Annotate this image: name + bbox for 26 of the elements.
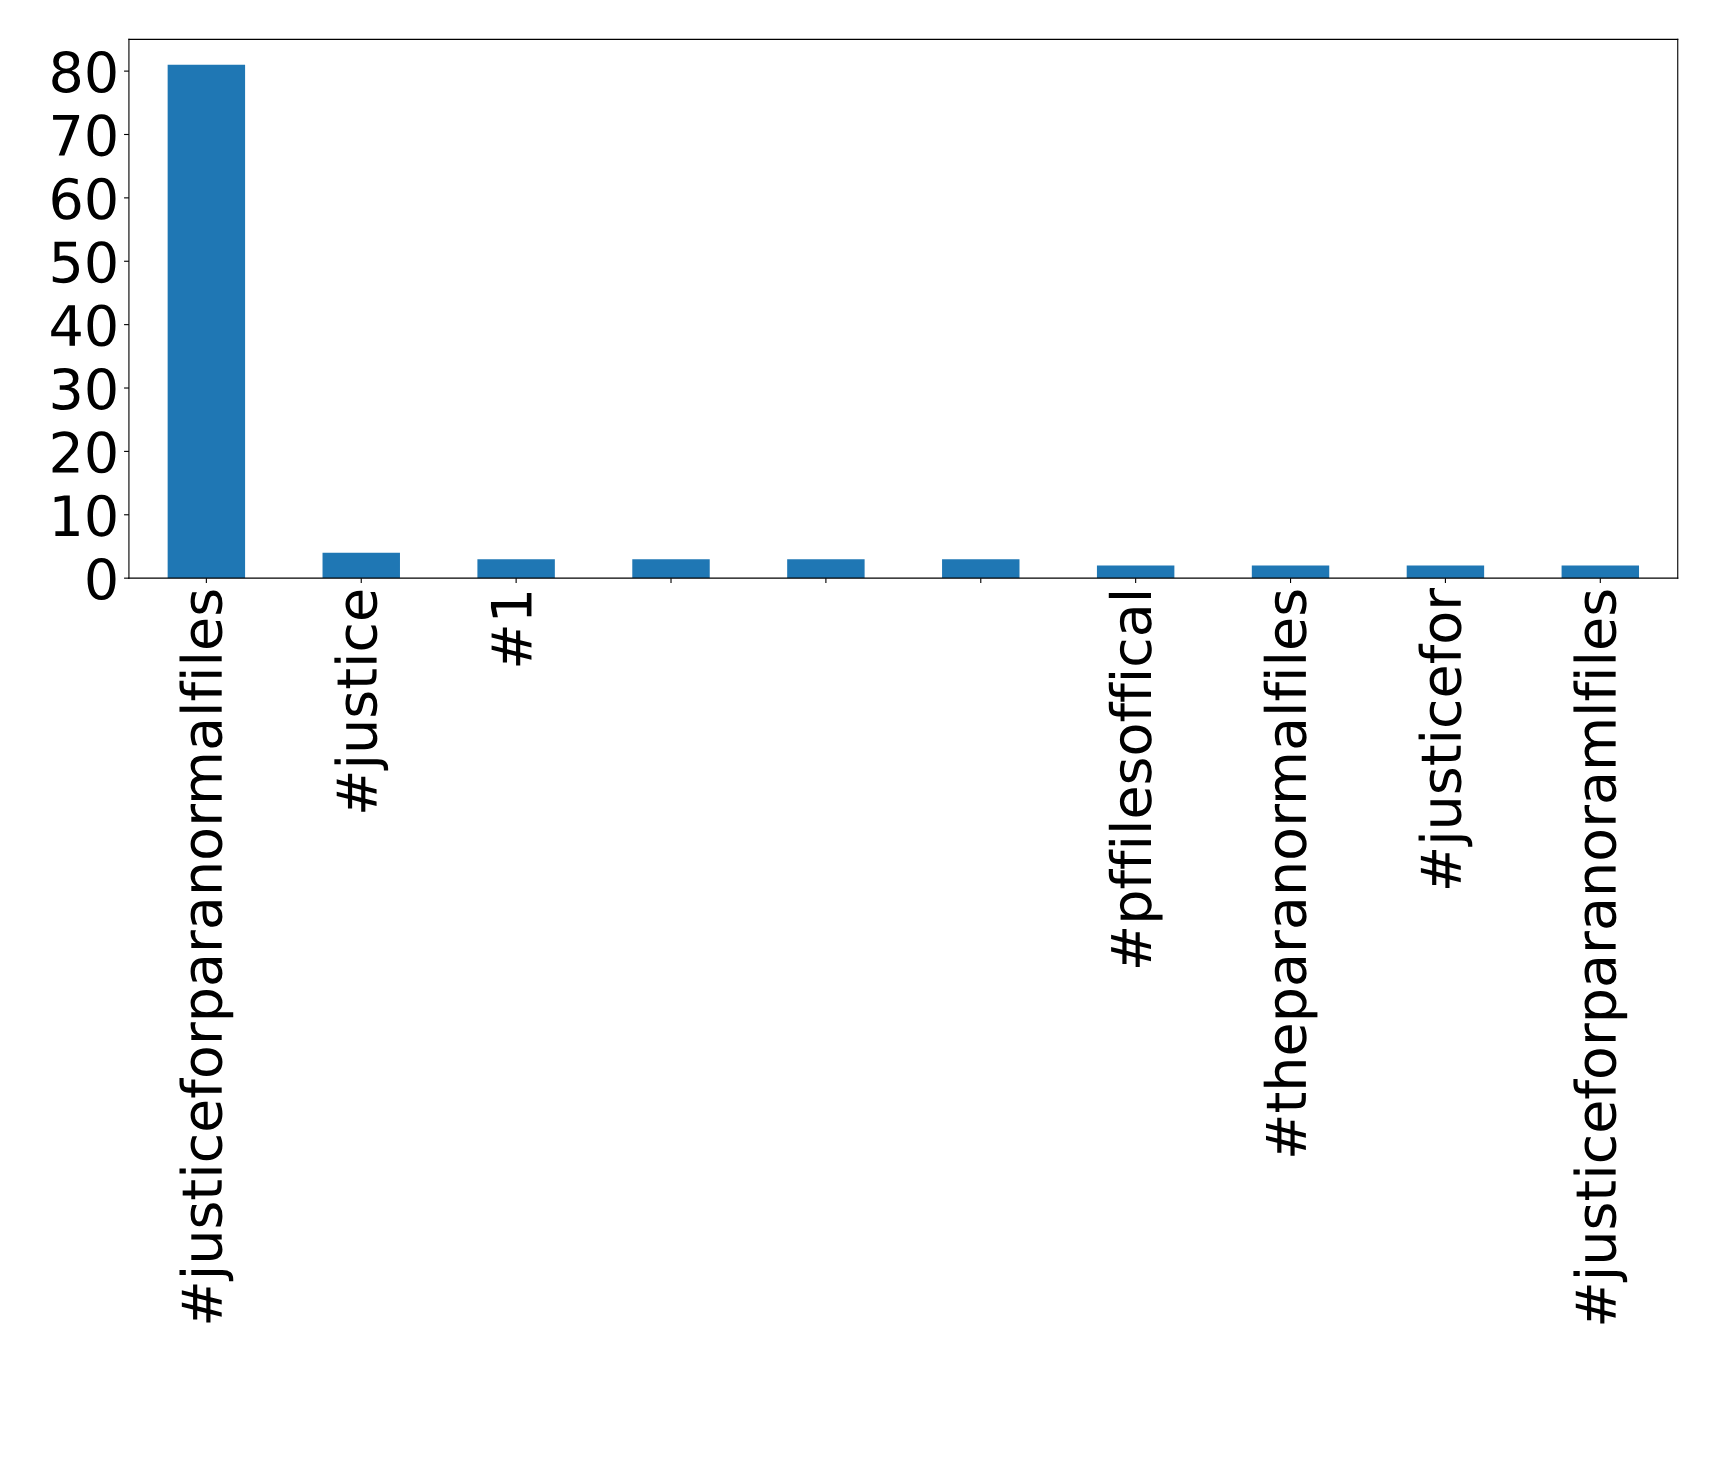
- bar: [167, 64, 246, 579]
- y-tick-label: 10: [54, 494, 116, 537]
- bar: [632, 559, 710, 579]
- bar: [942, 559, 1020, 579]
- bar: [1251, 565, 1330, 579]
- x-tick-label: #theparanormalfiles: [1263, 590, 1318, 1156]
- x-tick-label: #1: [490, 593, 532, 666]
- y-tick-label: 70: [53, 114, 116, 157]
- y-tick-label: 80: [52, 50, 116, 94]
- x-tick-label: #justice: [334, 590, 389, 812]
- x-tick-label: #pffilesoffical: [1108, 593, 1163, 968]
- y-tick-label: 0: [87, 558, 116, 601]
- bar: [1561, 565, 1640, 579]
- bar: [787, 559, 865, 579]
- bar: [1096, 565, 1175, 579]
- bar: [1406, 565, 1485, 579]
- x-tick-label: #justiceforparanormalfiles: [179, 590, 234, 1323]
- y-tick-label: 20: [52, 431, 116, 474]
- y-tick-label: 50: [52, 241, 116, 284]
- y-tick-label: 40: [51, 304, 116, 347]
- bar: [477, 559, 555, 579]
- y-tick-label: 60: [52, 177, 116, 220]
- bar: [322, 552, 400, 579]
- x-tick-label: #justicefor: [1418, 587, 1473, 889]
- y-tick-label: 30: [52, 367, 116, 410]
- x-tick-label: #justiceforparanoramlfiles: [1573, 590, 1628, 1324]
